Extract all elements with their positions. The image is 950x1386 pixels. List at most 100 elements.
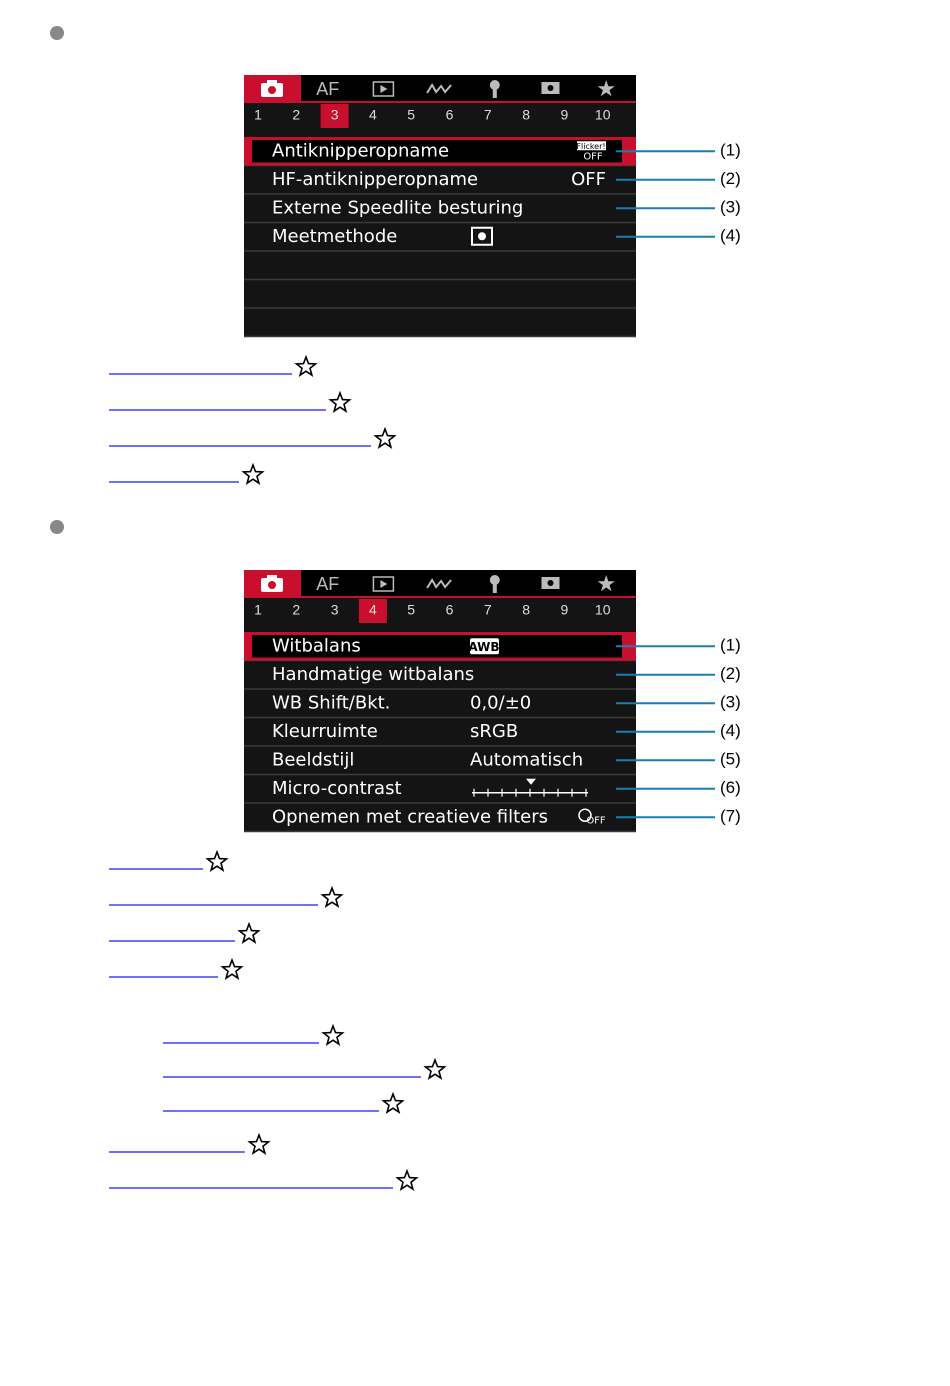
menu-item-label: Opnemen met creatieve filters	[272, 806, 548, 827]
sub-tab-number: 10	[595, 602, 611, 618]
star-icon	[381, 1091, 405, 1114]
menu-item-label: Kleurruimte	[272, 721, 378, 742]
sub-tab-number: 6	[446, 107, 454, 123]
camera-lens	[268, 581, 276, 589]
badge-text: Flicker!	[576, 142, 605, 151]
tab-underline	[244, 596, 636, 598]
star-icon	[294, 354, 318, 377]
sub-tab-number: 9	[561, 107, 569, 123]
sub-tab-number: 1	[254, 602, 262, 618]
sub-tab-number: 5	[407, 602, 415, 618]
bullet	[50, 520, 64, 534]
play-icon	[380, 85, 388, 93]
camera-icon	[267, 575, 277, 579]
star-icon	[247, 1132, 271, 1155]
sub-tab-number: 2	[292, 602, 300, 618]
star-icon	[205, 849, 229, 872]
menu-item-label: Antiknipperopname	[272, 140, 449, 161]
callout-label: (2)	[720, 169, 741, 188]
wrench-icon	[489, 80, 500, 90]
selected-row-inner	[252, 635, 622, 658]
sub-tab-number: 2	[292, 107, 300, 123]
metering-icon	[478, 232, 486, 241]
callout-label: (2)	[720, 664, 741, 683]
sub-tab-number: 6	[446, 602, 454, 618]
tab-underline	[244, 101, 636, 103]
menu-screen	[244, 75, 636, 336]
sub-tab-number: 8	[522, 602, 530, 618]
star-icon	[321, 1023, 345, 1046]
my-menu-icon	[597, 80, 615, 97]
callout-label: (1)	[720, 636, 741, 655]
sub-tab-number: 10	[595, 107, 611, 123]
menu-item-label: HF-antiknipperopname	[272, 169, 478, 190]
selected-number	[320, 104, 349, 128]
callout-label: (4)	[720, 226, 741, 245]
slider-pointer	[526, 778, 536, 785]
sub-tab-number: 4	[369, 107, 377, 123]
metering-icon	[471, 226, 493, 246]
tab-label: AF	[316, 574, 339, 594]
sub-tab-number: 4	[369, 602, 377, 618]
sub-tab-number: 7	[484, 602, 492, 618]
callout-label: (4)	[720, 721, 741, 740]
sub-tab-number: 3	[331, 107, 339, 123]
sub-tab-number: 7	[484, 107, 492, 123]
callout-label: (5)	[720, 750, 741, 769]
play-icon	[380, 580, 388, 588]
badge-text: OFF	[586, 815, 606, 826]
menu-screen	[244, 570, 636, 831]
play-icon	[372, 81, 395, 97]
star-icon	[373, 426, 397, 449]
callout-label: (1)	[720, 141, 741, 160]
menu-item-label: Handmatige witbalans	[272, 664, 474, 685]
star-icon	[328, 390, 352, 413]
star-icon	[395, 1168, 419, 1191]
menu-item-label: Externe Speedlite besturing	[272, 197, 523, 218]
badge-box	[577, 141, 606, 151]
sub-tab-number: 5	[407, 107, 415, 123]
wave-icon	[426, 83, 452, 94]
callout-label: (3)	[720, 693, 741, 712]
menu-item-value: OFF	[571, 169, 606, 190]
filter-icon	[578, 808, 592, 822]
selected-row-inner	[252, 140, 622, 163]
camera-lens	[268, 86, 276, 94]
star-icon	[241, 462, 265, 485]
tab-label: AF	[316, 79, 339, 99]
badge-box	[470, 638, 499, 655]
custom-icon	[547, 85, 554, 91]
sub-tab-number: 8	[522, 107, 530, 123]
star-icon	[320, 885, 344, 908]
wave-icon	[426, 578, 452, 589]
menu-item-value: sRGB	[470, 721, 518, 742]
callout-label: (3)	[720, 198, 741, 217]
bullet	[50, 26, 64, 40]
wrench-icon	[492, 86, 497, 98]
callout-label: (6)	[720, 778, 741, 797]
sub-tab-number: 3	[331, 602, 339, 618]
my-menu-icon	[597, 575, 615, 592]
menu-item-label: Micro-contrast	[272, 778, 402, 799]
wrench-icon	[489, 575, 500, 585]
menu-item-value: Automatisch	[470, 749, 583, 770]
sub-tab-number: 1	[254, 107, 262, 123]
badge-text: OFF	[583, 151, 603, 162]
selected-number	[358, 599, 387, 623]
play-icon	[372, 576, 395, 592]
wrench-icon	[492, 581, 497, 593]
sub-tab-number: 9	[561, 602, 569, 618]
menu-item-value: 0,0/±0	[470, 692, 531, 713]
menu-item-label: Beeldstijl	[272, 749, 354, 770]
menu-item-label: Meetmethode	[272, 226, 397, 247]
camera-icon	[267, 80, 277, 84]
star-icon	[220, 957, 244, 980]
star-icon	[423, 1057, 447, 1080]
callout-label: (7)	[720, 807, 741, 826]
menu-item-label: WB Shift/Bkt.	[272, 692, 390, 713]
custom-icon	[547, 580, 554, 586]
star-icon	[237, 921, 261, 944]
menu-item-label: Witbalans	[272, 635, 361, 656]
badge-text: AWB	[468, 640, 499, 654]
